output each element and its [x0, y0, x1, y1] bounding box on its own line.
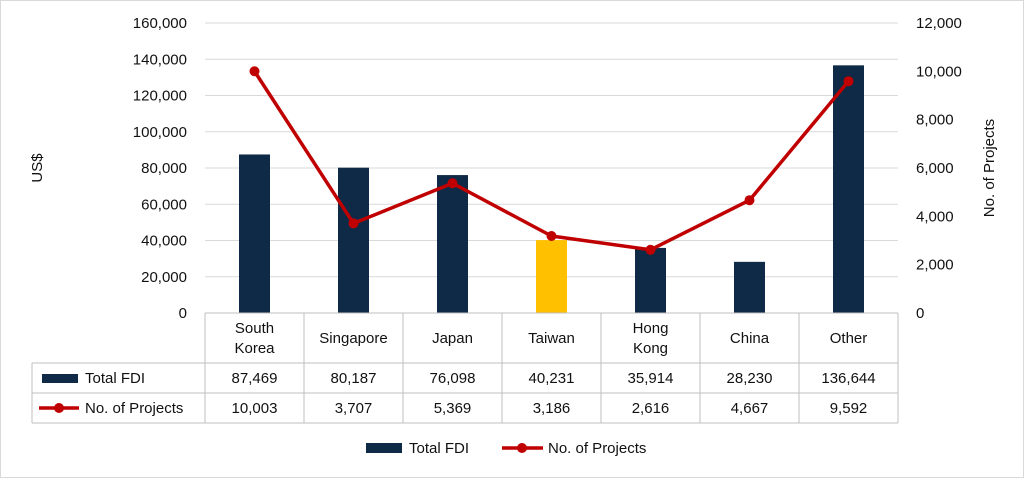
- y-tick-label: 100,000: [133, 124, 187, 141]
- table-cell: 10,003: [232, 400, 278, 417]
- y2-axis-title: No. of Projects: [981, 119, 998, 217]
- y2-tick-label: 2,000: [916, 257, 954, 274]
- table-cell: 40,231: [529, 370, 575, 387]
- table-key-bar: [42, 374, 78, 383]
- table-cell: 5,369: [434, 400, 472, 417]
- gridlines: [205, 22, 898, 278]
- projects-point-5: [744, 195, 755, 206]
- projects-point-4: [645, 244, 656, 255]
- y2-tick-label: 4,000: [916, 208, 954, 225]
- line-series: [249, 66, 854, 255]
- y-tick-label: 140,000: [133, 51, 187, 68]
- table-cell: 76,098: [430, 370, 476, 387]
- y-tick-label: 160,000: [133, 15, 187, 32]
- bar-3: [536, 240, 567, 313]
- category-label: Other: [830, 330, 868, 347]
- table-cell: 4,667: [731, 400, 769, 417]
- table-cell: 9,592: [830, 400, 868, 417]
- table-cell: 28,230: [727, 370, 773, 387]
- category-label: Korea: [234, 340, 275, 357]
- y-tick-label: 0: [179, 305, 187, 322]
- y2-tick-label: 8,000: [916, 112, 954, 129]
- category-label: Singapore: [319, 330, 387, 347]
- projects-point-6: [843, 76, 854, 87]
- bar-6: [833, 65, 864, 313]
- table-cell: 136,644: [821, 370, 875, 387]
- legend-label: Total FDI: [409, 440, 469, 457]
- bar-1: [338, 167, 369, 313]
- projects-point-1: [348, 218, 359, 229]
- projects-point-3: [546, 231, 557, 242]
- category-label: Taiwan: [528, 330, 575, 347]
- y2-tick-label: 10,000: [916, 63, 962, 80]
- category-label: Hong: [633, 320, 669, 337]
- bar-series: [239, 65, 864, 313]
- y2-tick-label: 6,000: [916, 160, 954, 177]
- table-cell: 3,707: [335, 400, 373, 417]
- table-cell: 3,186: [533, 400, 571, 417]
- legend-key-bar: [366, 443, 402, 453]
- table-row-label: Total FDI: [85, 370, 145, 387]
- y-tick-label: 80,000: [141, 160, 187, 177]
- category-label: Japan: [432, 330, 473, 347]
- bar-4: [635, 247, 666, 313]
- legend-key-marker: [517, 443, 527, 453]
- table-key-marker: [54, 403, 64, 413]
- legend: Total FDI No. of Projects: [366, 440, 646, 457]
- y2-tick-label: 12,000: [916, 15, 962, 32]
- category-label: China: [730, 330, 770, 347]
- bar-2: [437, 175, 468, 313]
- table-row-label: No. of Projects: [85, 400, 183, 417]
- y-tick-label: 20,000: [141, 269, 187, 286]
- left-axis: 0 20,000 40,000 60,000 80,000 100,000 120,000 1…: [133, 15, 187, 322]
- y-tick-label: 40,000: [141, 233, 187, 250]
- y-tick-label: 120,000: [133, 88, 187, 105]
- bar-5: [734, 261, 765, 313]
- table-cell: 2,616: [632, 400, 670, 417]
- y2-tick-label: 0: [916, 305, 924, 322]
- legend-label: No. of Projects: [548, 440, 646, 457]
- category-label: Kong: [633, 340, 668, 357]
- right-axis: 0 2,000 4,000 6,000 8,000 10,000 12,000: [916, 15, 962, 322]
- projects-point-0: [249, 66, 260, 77]
- data-table: South Korea Singapore Japan Taiwan Hong Kong Ch…: [31, 312, 899, 424]
- y-tick-label: 60,000: [141, 196, 187, 213]
- projects-point-2: [447, 178, 458, 189]
- bar-0: [239, 154, 270, 313]
- table-cell: 80,187: [331, 370, 377, 387]
- y-axis-title: US$: [29, 153, 46, 183]
- category-label: South: [235, 320, 274, 337]
- table-cell: 35,914: [628, 370, 674, 387]
- table-cell: 87,469: [232, 370, 278, 387]
